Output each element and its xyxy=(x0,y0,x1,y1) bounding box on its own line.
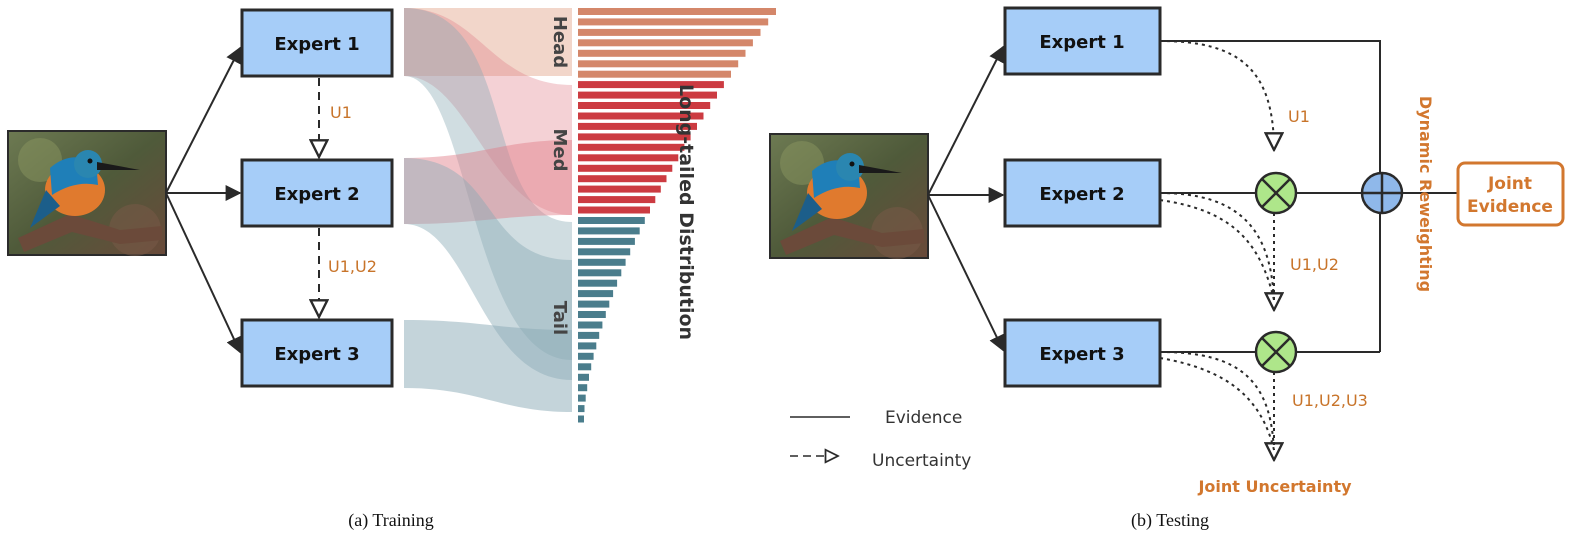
distribution-bar xyxy=(578,331,600,339)
group-med-label: Med xyxy=(549,128,570,171)
distribution-bar xyxy=(578,300,610,308)
test-expert-2-label: Expert 2 xyxy=(1039,184,1124,205)
legend: Evidence Uncertainty xyxy=(790,408,971,471)
dynamic-reweighting-label: Dynamic Reweighting xyxy=(1416,96,1435,292)
distribution-bar xyxy=(578,415,584,423)
expert-to-group-flows xyxy=(404,8,572,412)
distribution-bar xyxy=(578,342,597,350)
testing-panel: Expert 1 Expert 2 Expert 3 xyxy=(769,6,1565,531)
caption-training: (a) Training xyxy=(348,510,434,531)
train-expert-2-label: Expert 2 xyxy=(274,184,359,205)
test-expert-1: Expert 1 xyxy=(1003,6,1162,76)
caption-testing: (b) Testing xyxy=(1131,510,1209,531)
distribution-bar xyxy=(578,49,746,57)
distribution-bar xyxy=(578,185,661,193)
distribution-bar xyxy=(578,227,640,235)
arrow-image-to-expert1 xyxy=(165,46,241,194)
distribution-bar xyxy=(578,206,650,214)
joint-uncertainty-label: Joint Uncertainty xyxy=(1197,477,1352,496)
joint-evidence-box: Joint Evidence xyxy=(1456,161,1565,227)
test-u123-label: U1,U2,U3 xyxy=(1292,391,1368,410)
distribution-bar xyxy=(578,373,589,381)
test-expert-3: Expert 3 xyxy=(1003,318,1162,388)
distribution-bar xyxy=(578,60,739,68)
distribution-bar xyxy=(578,81,724,89)
distribution-bar xyxy=(578,18,769,26)
test-u1-label: U1 xyxy=(1288,107,1310,126)
distribution-bar xyxy=(578,143,685,151)
test-expert-3-label: Expert 3 xyxy=(1039,344,1124,365)
distribution-bar xyxy=(578,290,614,298)
input-image-testing xyxy=(769,133,929,259)
train-expert-2: Expert 2 xyxy=(240,158,394,228)
group-tail-label: Tail xyxy=(549,301,570,335)
distribution-bar xyxy=(578,248,631,256)
distribution-bar xyxy=(578,175,667,183)
distribution-bar xyxy=(578,311,606,318)
long-tailed-distribution-bars xyxy=(578,8,776,423)
legend-evidence-label: Evidence xyxy=(885,408,962,428)
distribution-bar xyxy=(578,237,635,245)
train-expert-3: Expert 3 xyxy=(240,318,394,388)
distribution-bar xyxy=(578,164,673,172)
train-expert-3-label: Expert 3 xyxy=(274,344,359,365)
distribution-bar xyxy=(578,102,711,109)
distribution-bar xyxy=(578,91,717,99)
uncertainty-dotted-curves xyxy=(1159,40,1274,460)
evidence-lines xyxy=(1160,40,1458,353)
train-u12-label: U1,U2 xyxy=(328,257,377,276)
distribution-bar xyxy=(578,122,697,130)
distribution-bar xyxy=(578,196,656,204)
distribution-bar xyxy=(578,394,586,402)
distribution-bar xyxy=(578,384,588,392)
distribution-bar xyxy=(578,154,679,162)
distribution-bar xyxy=(578,321,603,329)
group-head-label: Head xyxy=(549,16,570,68)
distribution-bar xyxy=(578,133,691,141)
legend-uncertainty-label: Uncertainty xyxy=(872,451,971,471)
train-expert-1-label: Expert 1 xyxy=(274,34,359,55)
test-expert-2: Expert 2 xyxy=(1003,158,1162,228)
distribution-bar xyxy=(578,363,592,371)
combine-node-2 xyxy=(1254,171,1298,215)
test-arrow-image-to-expert1 xyxy=(927,45,1004,196)
combine-node-3 xyxy=(1254,330,1298,374)
distribution-bar xyxy=(578,258,626,266)
distribution-bar xyxy=(578,279,618,287)
test-arrow-image-to-expert3 xyxy=(927,194,1004,352)
distribution-bar xyxy=(578,269,622,277)
distribution-bar xyxy=(578,8,776,15)
test-expert-1-label: Expert 1 xyxy=(1039,32,1124,53)
distribution-bar xyxy=(578,217,645,224)
distribution-bar xyxy=(578,70,731,78)
distribution-bar xyxy=(578,352,594,360)
train-u1-label: U1 xyxy=(330,103,352,122)
add-node xyxy=(1360,171,1404,215)
distribution-bar xyxy=(578,405,585,413)
training-panel: Expert 1 Expert 2 Expert 3 U1 U1,U2 xyxy=(7,8,776,531)
test-u12-label: U1,U2 xyxy=(1290,255,1339,274)
joint-evidence-line-1: Joint xyxy=(1487,174,1532,194)
input-image-training xyxy=(7,130,167,256)
train-expert-1: Expert 1 xyxy=(240,8,394,78)
joint-evidence-line-2: Evidence xyxy=(1467,197,1553,217)
distribution-bar xyxy=(578,39,753,47)
long-tailed-distribution-label: Long-tailed Distribution xyxy=(675,84,697,340)
distribution-bar xyxy=(578,112,704,120)
distribution-bar xyxy=(578,28,761,36)
arrow-image-to-expert3 xyxy=(165,192,242,354)
